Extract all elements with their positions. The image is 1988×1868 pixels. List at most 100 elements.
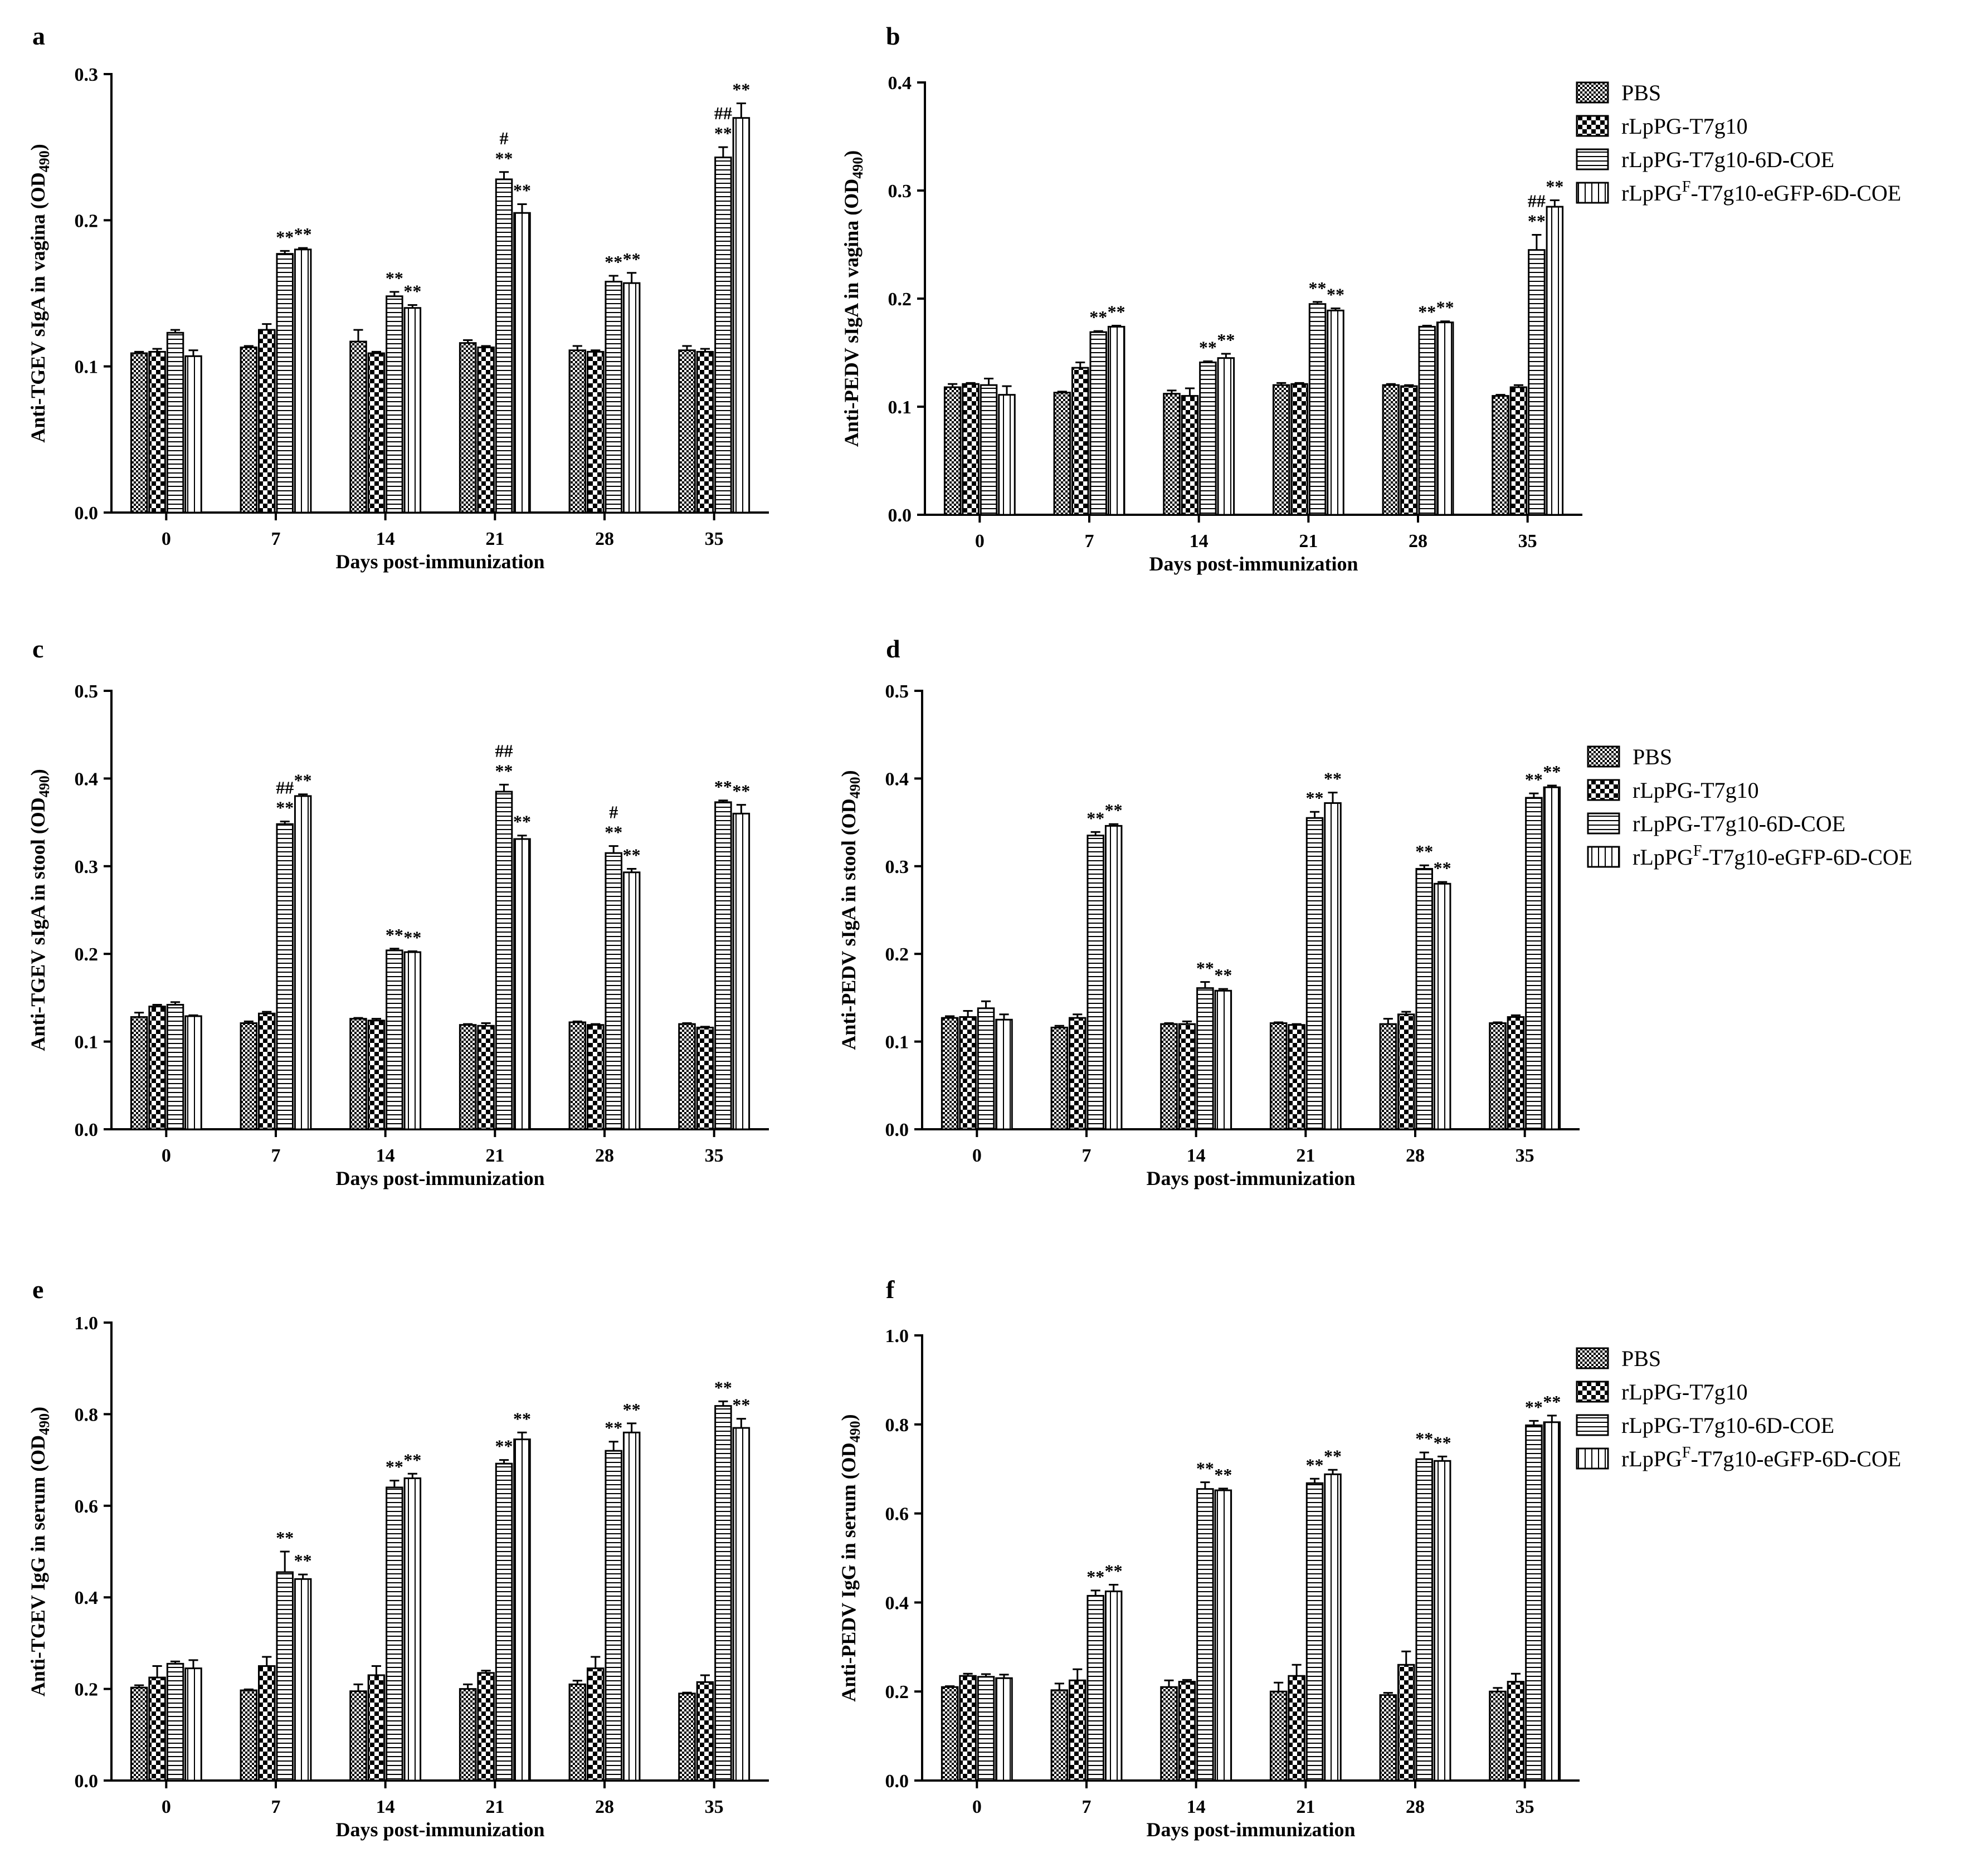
x-tick-label: 14 (1187, 1797, 1206, 1817)
legend-label: rLpPG-T7g10 (1621, 1379, 1748, 1404)
bar-d-35-s2 (1507, 1016, 1525, 1130)
bar-e-0-s3 (166, 1662, 184, 1782)
legend-swatch (1587, 779, 1620, 801)
legend-label: rLpPGF-T7g10-eGFP-6D-COE (1633, 842, 1912, 870)
significance-marker: ** (1086, 808, 1104, 828)
chart-panels: a0.00.10.20.30 7 14 21 28 35** ********#**** **… (27, 22, 1912, 1841)
bar-f-7-s1 (1050, 1689, 1069, 1782)
x-tick-label: 14 (376, 1797, 395, 1817)
y-tick-label: 0.1 (75, 1032, 99, 1053)
bar-a-0-s3 (166, 331, 184, 514)
y-tick-label: 0.2 (75, 944, 99, 965)
y-tick-label: 1.0 (75, 1313, 99, 1334)
legend: PBS rLpPG-T7g10 rLpPG-T7g10-6D-COE rLpPGF-T… (1587, 744, 1912, 870)
bar-d-21-s2 (1288, 1024, 1305, 1130)
bar-f-28-s3 (1415, 1458, 1433, 1782)
y-axis-title: Anti-PEDV sIgA in vagina (OD490) (840, 150, 866, 447)
bar-d-35-s1 (1489, 1022, 1507, 1130)
significance-marker: ** (513, 180, 531, 200)
significance-marker: ** (294, 224, 312, 244)
x-tick-label: 7 (1082, 1797, 1092, 1817)
bar-e-35-s2 (696, 1681, 714, 1782)
bar-c-35-s2 (696, 1026, 714, 1130)
x-tick-label: 7 (1082, 1145, 1092, 1166)
significance-marker: ** (1543, 1392, 1561, 1412)
bar-b-0-s2 (962, 383, 980, 516)
significance-marker: # (609, 802, 618, 822)
significance-marker: ** (1546, 176, 1563, 196)
significance-marker: ** (1196, 958, 1214, 978)
bar-f-7-s3 (1086, 1594, 1104, 1782)
bar-f-21-s3 (1305, 1482, 1324, 1782)
x-tick-label: 0 (972, 1145, 982, 1166)
bar-c-28-s2 (587, 1024, 605, 1130)
significance-marker: ** (276, 1528, 294, 1548)
bar-d-21-s4 (1324, 802, 1342, 1130)
chart-panel-e: e0.00.20.40.60.81.00 7 14 21 28 35****** *****… (27, 1275, 769, 1841)
bar-a-7-s2 (258, 329, 276, 514)
significance-marker: ** (1108, 302, 1125, 322)
bar-c-21-s3 (495, 791, 513, 1130)
y-tick-label: 0.8 (75, 1404, 99, 1425)
bar-e-7-s2 (258, 1665, 276, 1782)
bar-b-28-s4 (1436, 321, 1454, 516)
bar-c-28-s3 (605, 852, 622, 1130)
x-tick-label: 28 (595, 529, 614, 549)
bar-e-35-s3 (714, 1405, 732, 1782)
x-tick-label: 35 (1516, 1145, 1534, 1166)
y-tick-label: 0.3 (75, 65, 99, 85)
bar-a-0-s1 (130, 352, 148, 514)
bar-a-14-s2 (367, 352, 386, 514)
bar-a-14-s4 (403, 307, 422, 514)
bar-b-7-s3 (1089, 331, 1107, 516)
x-axis-title: Days post-immunization (1146, 1818, 1355, 1841)
bar-f-35-s2 (1507, 1681, 1525, 1782)
significance-marker: ** (605, 252, 622, 272)
significance-marker: ** (495, 1436, 513, 1456)
bar-a-28-s2 (587, 350, 605, 514)
panel-letter: e (32, 1275, 43, 1304)
significance-marker: ** (403, 1450, 421, 1470)
y-tick-label: 0.4 (885, 769, 909, 789)
bar-b-0-s3 (980, 384, 998, 516)
bar-e-21-s3 (495, 1462, 513, 1782)
legend-swatch (1576, 1381, 1609, 1403)
bar-b-35-s4 (1546, 206, 1564, 516)
bar-d-14-s4 (1214, 989, 1232, 1130)
bar-e-21-s1 (459, 1688, 477, 1782)
significance-marker: ** (1217, 330, 1235, 350)
y-tick-label: 0.0 (75, 1771, 99, 1792)
legend-label: rLpPGF-T7g10-eGFP-6D-COE (1621, 178, 1901, 206)
bar-e-21-s2 (477, 1672, 495, 1782)
bar-c-7-s4 (294, 795, 312, 1130)
bar-b-14-s4 (1217, 357, 1235, 516)
significance-marker: ** (1196, 1459, 1214, 1479)
bar-c-7-s1 (240, 1022, 258, 1130)
y-tick-label: 0.3 (888, 181, 912, 202)
bar-a-0-s2 (148, 350, 166, 514)
bar-b-14-s2 (1181, 395, 1199, 516)
bar-d-0-s4 (995, 1018, 1013, 1130)
significance-marker: ** (732, 1395, 750, 1415)
x-tick-label: 35 (1516, 1797, 1534, 1817)
x-tick-label: 0 (162, 1145, 171, 1166)
bar-b-35-s1 (1492, 395, 1509, 516)
significance-marker: ** (1415, 1428, 1433, 1448)
x-tick-label: 14 (1187, 1145, 1206, 1166)
bar-e-28-s1 (568, 1683, 587, 1782)
chart-panel-d: d0.00.10.20.30.40.50 7 14 21 28 35** **** *****… (837, 635, 1912, 1189)
bar-f-28-s2 (1397, 1664, 1415, 1782)
significance-marker: ** (495, 760, 513, 781)
x-tick-label: 35 (705, 529, 724, 549)
x-axis-title: Days post-immunization (1149, 553, 1358, 575)
legend-swatch (1576, 115, 1609, 137)
bar-c-0-s3 (166, 1003, 184, 1130)
bar-f-35-s3 (1525, 1424, 1543, 1782)
legend-swatch (1576, 1414, 1609, 1436)
significance-marker: ** (1418, 302, 1436, 322)
y-axis-title: Anti-TGEV IgG in serum (OD490) (27, 1407, 52, 1696)
significance-marker: ** (1199, 338, 1217, 358)
bar-b-35-s2 (1509, 386, 1528, 516)
bar-e-0-s4 (184, 1667, 202, 1782)
y-tick-label: 0.4 (888, 73, 912, 94)
